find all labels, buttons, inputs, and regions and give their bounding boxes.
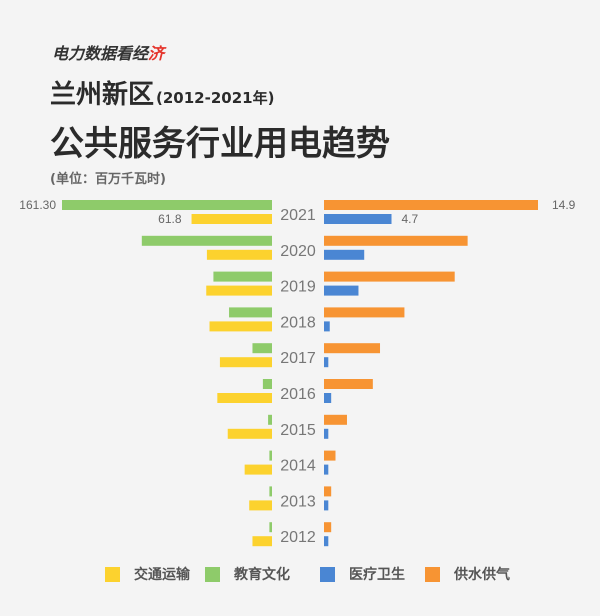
year-label-2021: 2021: [280, 207, 316, 224]
year-label-2015: 2015: [280, 422, 316, 439]
bar-medical-2014: [324, 464, 329, 475]
unit-label: (单位：百万千瓦时): [50, 172, 166, 187]
bar-education-2021: [62, 200, 272, 210]
bar-transport-2020: [206, 249, 272, 260]
chart-title-location: 兰州新区 (2012-2021年): [50, 74, 274, 111]
legend-transport-label: 交通运输: [134, 567, 190, 583]
chart-header: 电力数据看经济 兰州新区 (2012-2021年) 公共服务行业用电趋势 (单位：…: [0, 0, 600, 200]
bar-education-2017: [252, 343, 272, 354]
year-label-2017: 2017: [280, 350, 316, 367]
data-label-education-2021: 161.30: [19, 198, 56, 212]
bar-water-2014: [324, 450, 336, 461]
bar-transport-2018: [209, 321, 272, 332]
title-location-text: 兰州新区: [50, 80, 155, 110]
legend-medical-swatch: [320, 566, 335, 582]
bar-water-2019: [324, 271, 455, 282]
data-label-medical-2021: 4.7: [402, 212, 419, 226]
bar-water-2015: [324, 414, 347, 425]
brand-accent-text: 济: [148, 44, 165, 63]
bar-water-2021: [324, 200, 538, 210]
legend-medical: 医疗卫生: [320, 564, 405, 584]
bar-medical-2017: [324, 357, 329, 368]
bar-water-2013: [324, 486, 332, 497]
data-label-transport-2021: 61.8: [158, 212, 182, 226]
bar-education-2016: [262, 379, 272, 389]
bar-transport-2015: [227, 428, 272, 439]
legend-education-label: 教育文化: [234, 567, 290, 583]
legend-water-swatch: [425, 566, 440, 582]
brand-logo: 电力数据看经济: [52, 40, 164, 64]
bar-medical-2019: [324, 285, 359, 296]
bar-medical-2012: [324, 536, 329, 547]
butterfly-bar-chart: 2021 2020 2019 2018 2017 2016 2015 2014 2013 2012…: [19, 198, 576, 547]
year-label-2013: 2013: [280, 493, 316, 510]
bar-water-2016: [324, 379, 373, 389]
bar-transport-2012: [252, 536, 272, 547]
bar-medical-2021: [324, 214, 392, 224]
legend-water: 供水供气: [425, 564, 510, 584]
year-label-2018: 2018: [280, 314, 316, 331]
bar-water-2018: [324, 307, 405, 318]
legend-education: 教育文化: [205, 564, 290, 584]
bar-education-2013: [269, 486, 272, 497]
bar-transport-2021: [191, 214, 272, 224]
bar-education-2019: [213, 271, 272, 282]
bar-medical-2013: [324, 500, 329, 511]
chart-title-main: 公共服务行业用电趋势: [50, 124, 390, 164]
bar-transport-2016: [217, 393, 272, 403]
bar-transport-2019: [206, 285, 272, 296]
year-label-2014: 2014: [280, 458, 316, 475]
legend-medical-label: 医疗卫生: [349, 567, 405, 583]
bar-transport-2014: [244, 464, 272, 475]
bar-medical-2015: [324, 428, 329, 439]
year-label-2016: 2016: [280, 386, 316, 403]
bar-transport-2013: [249, 500, 272, 511]
bar-water-2012: [324, 522, 332, 533]
legend-education-swatch: [205, 566, 220, 582]
year-label-2019: 2019: [280, 279, 316, 296]
bar-water-2017: [324, 343, 381, 354]
year-label-2020: 2020: [280, 243, 316, 260]
bar-medical-2018: [324, 321, 330, 332]
legend-transport-swatch: [105, 566, 120, 582]
bar-education-2012: [269, 522, 272, 533]
bar-medical-2016: [324, 393, 332, 403]
bar-education-2014: [269, 450, 272, 461]
bar-medical-2020: [324, 249, 365, 260]
brand-text: 电力数据看经: [52, 44, 149, 63]
bar-education-2018: [229, 307, 272, 318]
chart-legend: 交通运输 教育文化 医疗卫生 供水供气: [0, 560, 600, 588]
legend-transport: 交通运输: [105, 564, 190, 584]
bar-education-2020: [141, 235, 272, 246]
year-label-2012: 2012: [280, 529, 316, 546]
bar-education-2015: [268, 414, 272, 425]
legend-water-label: 供水供气: [454, 567, 510, 583]
title-years-text: (2012-2021年): [156, 89, 275, 107]
data-label-water-2021: 14.9: [552, 198, 576, 212]
bar-water-2020: [324, 235, 468, 246]
bar-transport-2017: [219, 357, 272, 368]
